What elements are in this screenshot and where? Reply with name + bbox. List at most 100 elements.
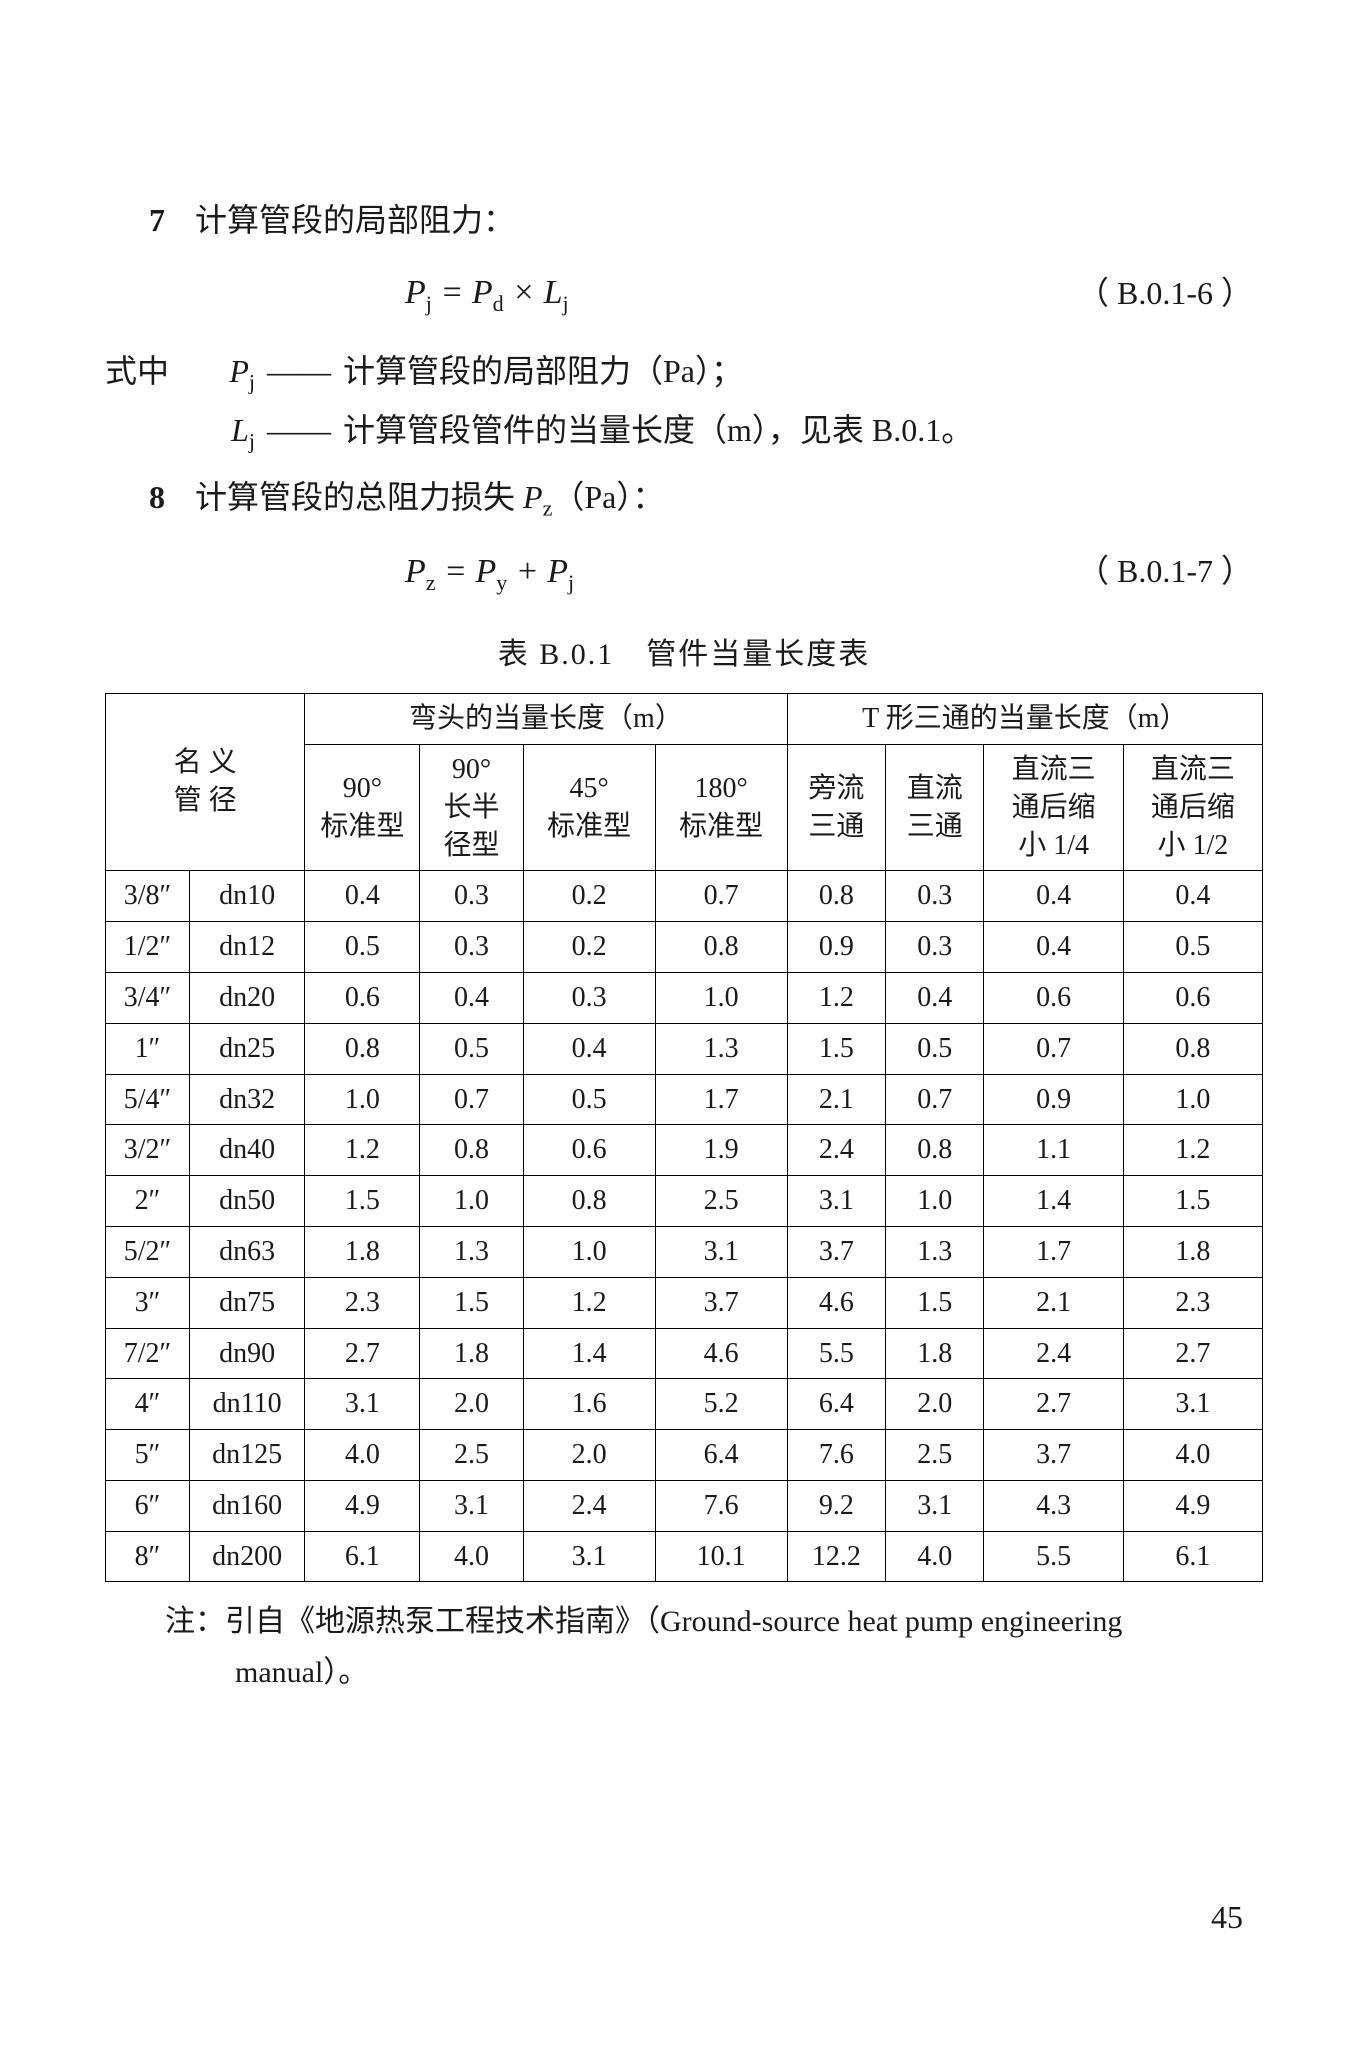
cell-value: 1.6: [523, 1379, 655, 1430]
cell-value: 1.8: [420, 1328, 523, 1379]
cell-value: 0.8: [305, 1023, 420, 1074]
cell-value: 6.4: [787, 1379, 885, 1430]
cell-inch: 5″: [106, 1430, 190, 1481]
cell-value: 3.1: [1123, 1379, 1262, 1430]
cell-value: 0.5: [1123, 922, 1262, 973]
cell-value: 2.7: [1123, 1328, 1262, 1379]
cell-value: 1.5: [420, 1277, 523, 1328]
cell-value: 1.0: [1123, 1074, 1262, 1125]
where-dash-1: ——: [259, 343, 339, 401]
cell-inch: 3/4″: [106, 972, 190, 1023]
cell-value: 0.5: [420, 1023, 523, 1074]
cell-value: 0.4: [984, 922, 1123, 973]
table-row: 1″dn250.80.50.41.31.50.50.70.8: [106, 1023, 1263, 1074]
th-tee-1: 旁流三通: [787, 744, 885, 870]
cell-value: 1.0: [523, 1226, 655, 1277]
cell-inch: 4″: [106, 1379, 190, 1430]
cell-value: 2.5: [655, 1176, 787, 1227]
cell-value: 1.3: [655, 1023, 787, 1074]
table-row: 7/2″dn902.71.81.44.65.51.82.42.7: [106, 1328, 1263, 1379]
cell-value: 5.5: [984, 1531, 1123, 1582]
cell-inch: 2″: [106, 1176, 190, 1227]
cell-value: 3.7: [984, 1430, 1123, 1481]
cell-value: 4.6: [655, 1328, 787, 1379]
cell-value: 1.7: [984, 1226, 1123, 1277]
cell-dn: dn10: [190, 871, 305, 922]
cell-value: 3.7: [787, 1226, 885, 1277]
th-tee-2: 直流三通: [886, 744, 984, 870]
cell-value: 1.5: [886, 1277, 984, 1328]
cell-dn: dn200: [190, 1531, 305, 1582]
table-row: 3/8″dn100.40.30.20.70.80.30.40.4: [106, 871, 1263, 922]
table-row: 8″dn2006.14.03.110.112.24.05.56.1: [106, 1531, 1263, 1582]
formula-row-b016: Pj = Pd × Lj （ B.0.1-6 ）: [105, 261, 1263, 326]
cell-value: 7.6: [655, 1480, 787, 1531]
note-text: 引自《地源热泵工程技术指南》（Ground-source heat pump e…: [225, 1605, 1122, 1689]
cell-inch: 5/2″: [106, 1226, 190, 1277]
cell-dn: dn125: [190, 1430, 305, 1481]
table-row: 6″dn1604.93.12.47.69.23.14.34.9: [106, 1480, 1263, 1531]
table-head: 名 义管 径 弯头的当量长度（m） T 形三通的当量长度（m） 90°标准型 9…: [106, 694, 1263, 871]
cell-value: 0.8: [420, 1125, 523, 1176]
cell-value: 5.5: [787, 1328, 885, 1379]
table-note: 注：引自《地源热泵工程技术指南》（Ground-source heat pump…: [165, 1596, 1223, 1698]
section-8-title: 计算管段的总阻力损失 Pz（Pa）：: [195, 467, 664, 529]
cell-value: 0.4: [1123, 871, 1262, 922]
th-nominal-dia: 名 义管 径: [106, 694, 305, 871]
cell-value: 1.5: [305, 1176, 420, 1227]
cell-value: 10.1: [655, 1531, 787, 1582]
cell-value: 5.2: [655, 1379, 787, 1430]
cell-value: 0.5: [305, 922, 420, 973]
eq-label-b016: （ B.0.1-6 ）: [1077, 263, 1253, 324]
cell-value: 3.1: [305, 1379, 420, 1430]
cell-value: 6.1: [1123, 1531, 1262, 1582]
section-7-number: 7: [105, 190, 165, 251]
cell-value: 0.4: [523, 1023, 655, 1074]
where-dash-2: ——: [259, 402, 339, 460]
section-7-heading: 7 计算管段的局部阻力：: [105, 190, 1263, 251]
cell-inch: 1″: [106, 1023, 190, 1074]
table-row: 5″dn1254.02.52.06.47.62.53.74.0: [106, 1430, 1263, 1481]
eq-label-b017: （ B.0.1-7 ）: [1077, 541, 1253, 602]
cell-dn: dn25: [190, 1023, 305, 1074]
cell-value: 0.4: [886, 972, 984, 1023]
cell-inch: 3/2″: [106, 1125, 190, 1176]
cell-value: 0.2: [523, 871, 655, 922]
cell-value: 0.6: [523, 1125, 655, 1176]
cell-inch: 7/2″: [106, 1328, 190, 1379]
cell-value: 1.0: [655, 972, 787, 1023]
table-row: 3″dn752.31.51.23.74.61.52.12.3: [106, 1277, 1263, 1328]
cell-value: 0.4: [420, 972, 523, 1023]
cell-dn: dn12: [190, 922, 305, 973]
cell-value: 3.1: [886, 1480, 984, 1531]
cell-value: 0.4: [984, 871, 1123, 922]
cell-value: 0.7: [420, 1074, 523, 1125]
cell-dn: dn75: [190, 1277, 305, 1328]
cell-value: 1.8: [1123, 1226, 1262, 1277]
where-sym-2: Lj: [205, 402, 255, 461]
table-row: 4″dn1103.12.01.65.26.42.02.73.1: [106, 1379, 1263, 1430]
cell-value: 0.6: [984, 972, 1123, 1023]
cell-value: 1.3: [420, 1226, 523, 1277]
cell-value: 3.1: [420, 1480, 523, 1531]
cell-value: 0.8: [886, 1125, 984, 1176]
cell-value: 0.9: [984, 1074, 1123, 1125]
cell-value: 1.4: [523, 1328, 655, 1379]
cell-dn: dn50: [190, 1176, 305, 1227]
formula-row-b017: Pz = Py + Pj （ B.0.1-7 ）: [105, 540, 1263, 605]
table-body: 3/8″dn100.40.30.20.70.80.30.40.41/2″dn12…: [106, 871, 1263, 1582]
cell-value: 2.4: [523, 1480, 655, 1531]
cell-value: 4.0: [1123, 1430, 1262, 1481]
equiv-length-table: 名 义管 径 弯头的当量长度（m） T 形三通的当量长度（m） 90°标准型 9…: [105, 693, 1263, 1582]
section-8-number: 8: [105, 467, 165, 528]
cell-value: 1.2: [787, 972, 885, 1023]
section-7-title: 计算管段的局部阻力：: [195, 190, 515, 251]
cell-value: 2.1: [984, 1277, 1123, 1328]
cell-value: 0.7: [984, 1023, 1123, 1074]
cell-value: 1.7: [655, 1074, 787, 1125]
cell-inch: 6″: [106, 1480, 190, 1531]
cell-value: 0.5: [886, 1023, 984, 1074]
cell-value: 4.0: [420, 1531, 523, 1582]
cell-value: 1.2: [305, 1125, 420, 1176]
cell-value: 0.8: [1123, 1023, 1262, 1074]
